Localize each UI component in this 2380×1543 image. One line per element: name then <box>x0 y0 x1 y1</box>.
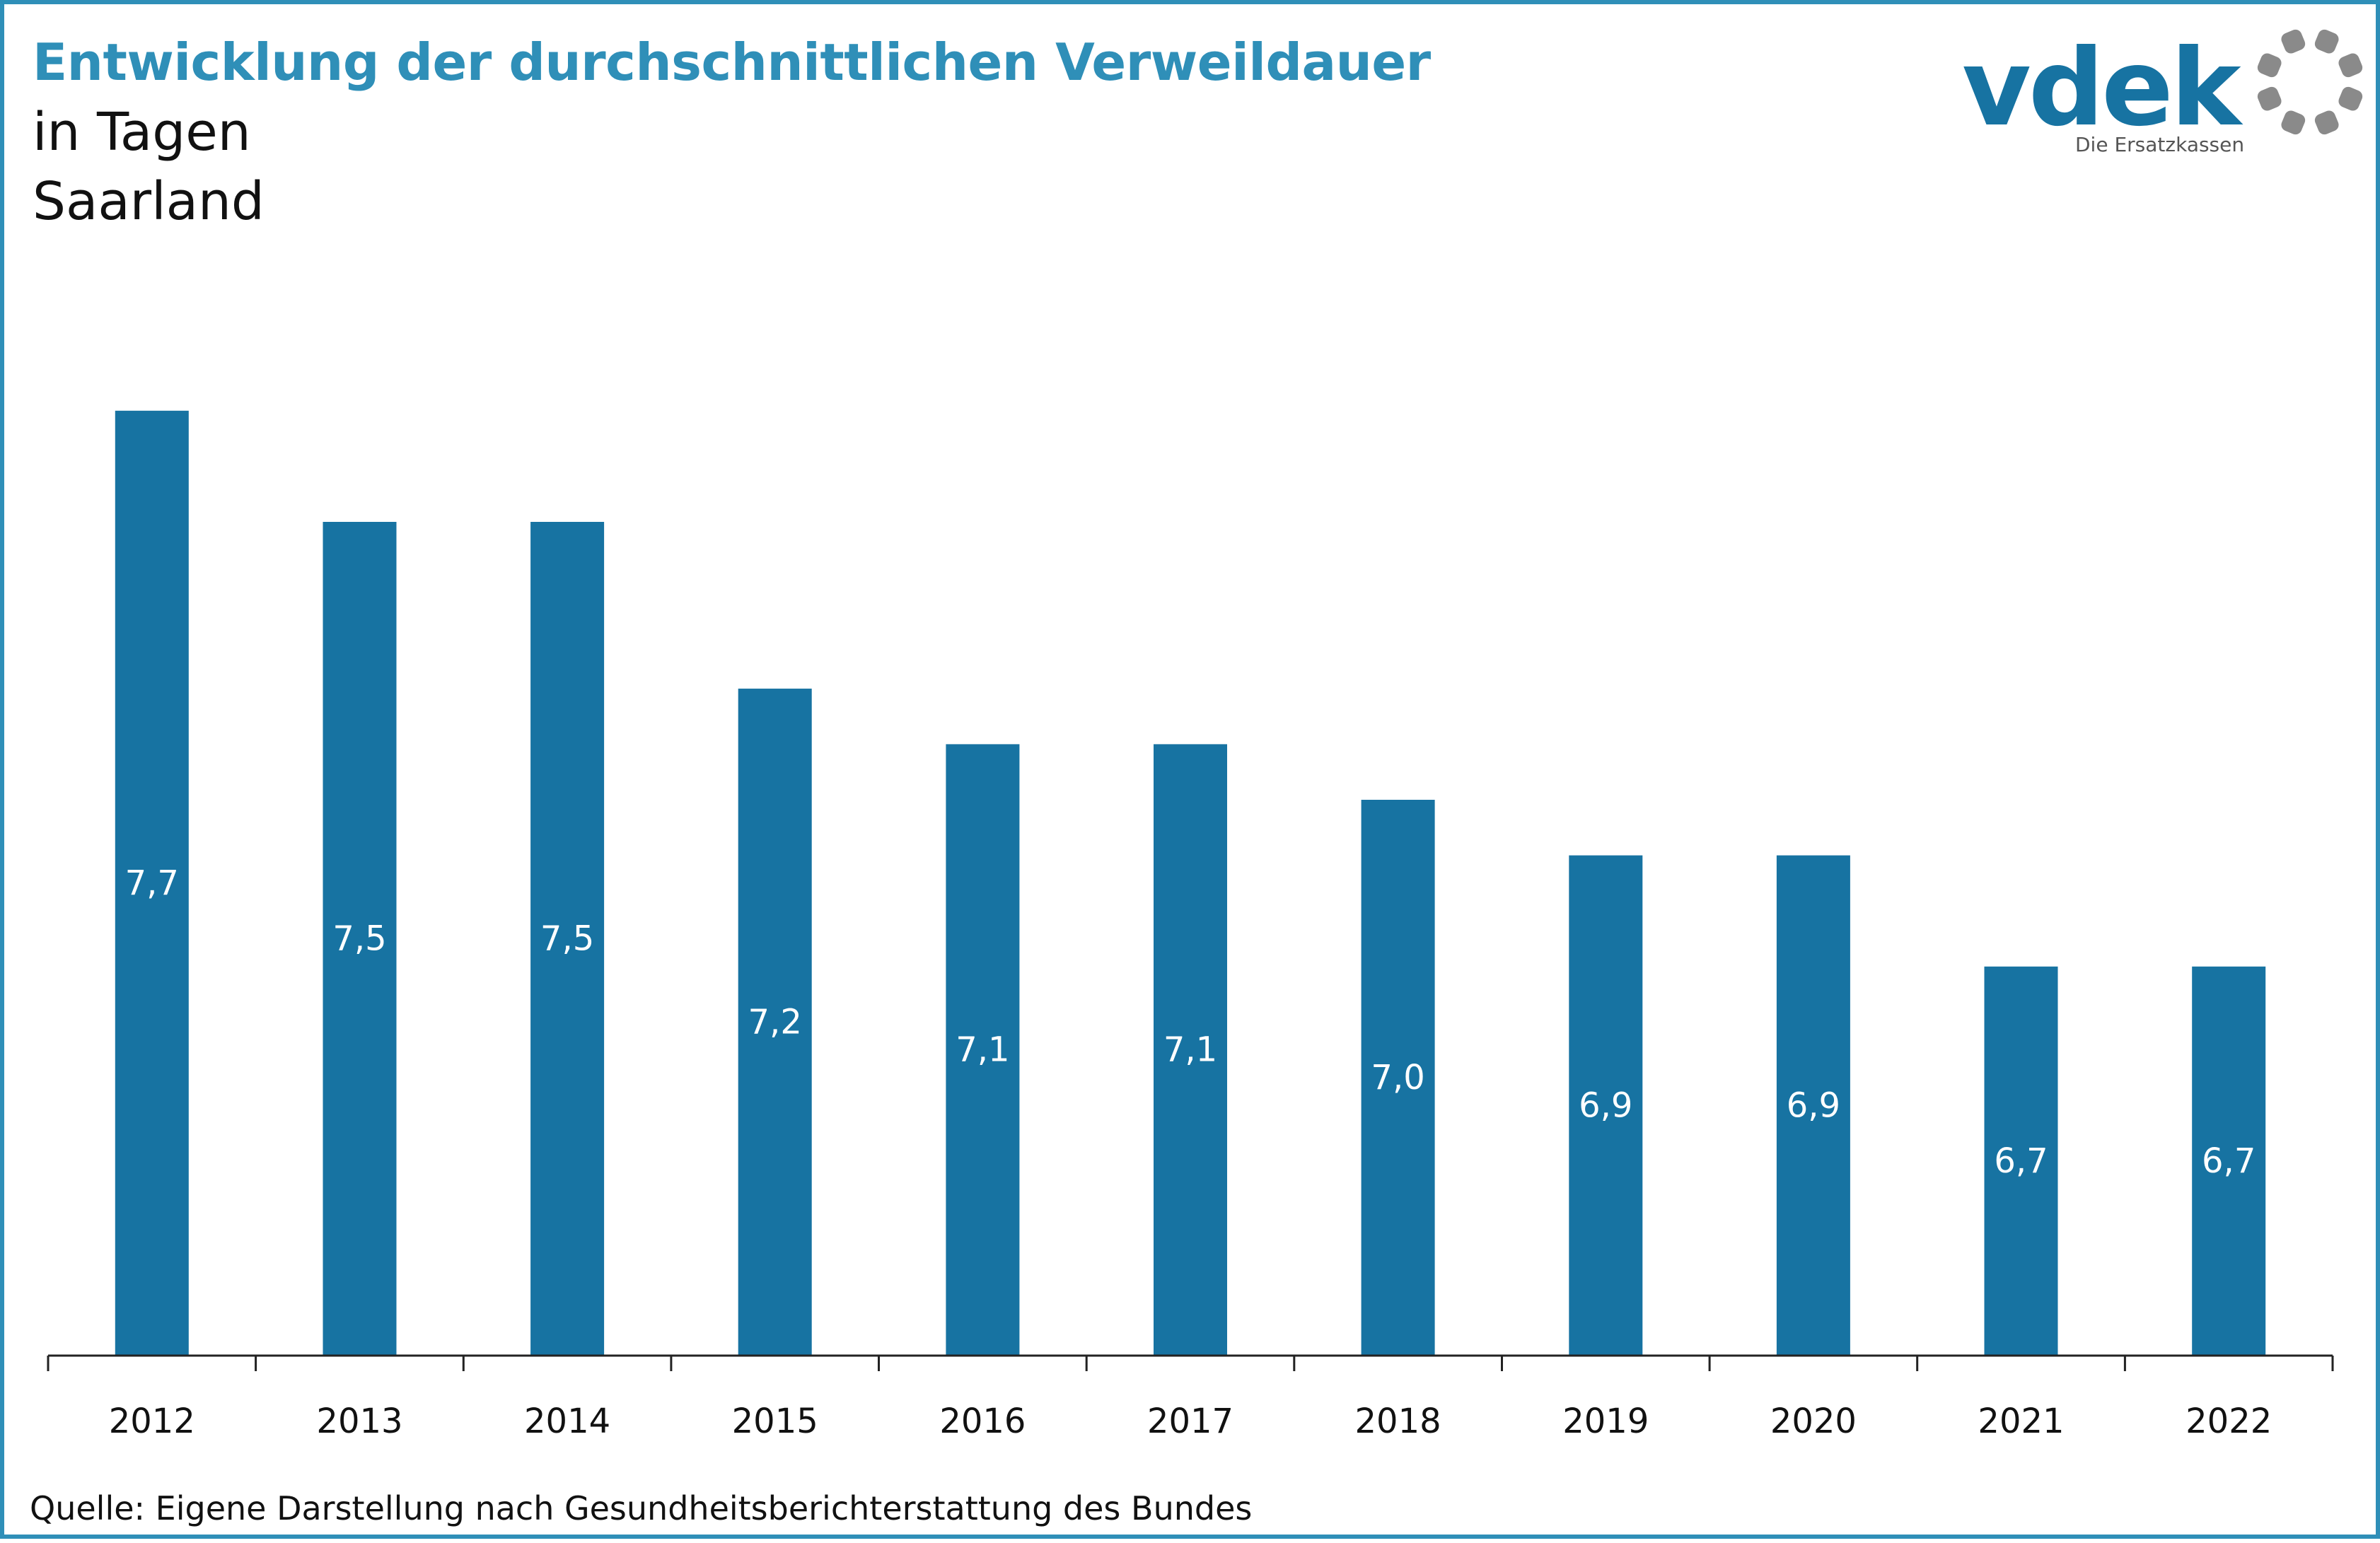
data-label-2012: 7,7 <box>125 863 179 903</box>
source-note: Quelle: Eigene Darstellung nach Gesundhe… <box>30 1489 1253 1527</box>
logo-dot <box>2257 53 2282 78</box>
vdek-logo: vdek Die Ersatzkassen <box>1962 27 2363 156</box>
x-tick-label-2016: 2016 <box>939 1402 1026 1441</box>
data-label-2015: 7,2 <box>748 1002 802 1042</box>
logo-dot <box>2257 86 2282 111</box>
x-tick-label-2015: 2015 <box>732 1402 818 1441</box>
bar-2019 <box>1569 855 1643 1356</box>
x-tick-label-2014: 2014 <box>524 1402 610 1441</box>
logo-dot <box>2338 86 2363 111</box>
x-tick-label-2012: 2012 <box>109 1402 195 1441</box>
data-label-2020: 6,9 <box>1787 1085 1840 1125</box>
logo-dot <box>2314 29 2339 54</box>
data-labels-group: 7,7 7,5 7,5 7,2 7,1 7,1 7,0 6,9 6,9 6,7 6,7 <box>125 863 2256 1181</box>
chart-title: Entwicklung der durchschnittlichen Verwe… <box>33 33 1431 92</box>
x-axis: 2012 2013 2014 2015 2016 2017 2018 2019 2020 2021… <box>47 1354 2334 1441</box>
logo-dot <box>2314 110 2339 135</box>
logo-tagline: Die Ersatzkassen <box>2075 133 2244 156</box>
logo-dot <box>2281 29 2306 54</box>
bar-2012 <box>115 410 189 1356</box>
bar-2018 <box>1361 800 1435 1356</box>
bar-chart: 7,77,5 7,57,27,1 7,17,06,9 6,96,7 6,7 2012 20… <box>47 410 2334 1441</box>
x-tick-label-2017: 2017 <box>1147 1402 1233 1441</box>
x-tick-label-2019: 2019 <box>1562 1402 1649 1441</box>
x-tick-label-2013: 2013 <box>316 1402 402 1441</box>
chart-subtitle-region: Saarland <box>33 171 265 232</box>
bar-2017 <box>1154 744 1227 1356</box>
bar-2021 <box>1984 966 2058 1356</box>
data-label-2021: 6,7 <box>1994 1141 2048 1181</box>
bar-2016 <box>946 744 1020 1356</box>
data-label-2017: 7,1 <box>1163 1030 1217 1070</box>
logo-wordmark: vdek <box>1962 27 2243 150</box>
data-label-2022: 6,7 <box>2202 1141 2256 1181</box>
bar-2020 <box>1776 855 1850 1356</box>
ring-of-dots-icon <box>2257 29 2363 135</box>
x-tick-label-2022: 2022 <box>2185 1402 2272 1441</box>
data-label-2014: 7,5 <box>540 919 594 959</box>
data-label-2018: 7,0 <box>1371 1058 1424 1097</box>
bars-group <box>115 410 2266 1356</box>
bar-2013 <box>323 522 397 1356</box>
x-tick-label-2018: 2018 <box>1355 1402 1441 1441</box>
chart-subtitle-unit: in Tagen <box>33 102 251 163</box>
data-label-2016: 7,1 <box>956 1030 1009 1070</box>
logo-dot <box>2281 110 2306 135</box>
x-tick-label-2021: 2021 <box>1978 1402 2064 1441</box>
bar-2015 <box>738 688 812 1356</box>
x-tick-label-2020: 2020 <box>1770 1402 1857 1441</box>
bar-2022 <box>2192 966 2266 1356</box>
data-label-2019: 6,9 <box>1579 1085 1632 1125</box>
data-label-2013: 7,5 <box>332 919 386 959</box>
bar-2014 <box>530 522 605 1356</box>
logo-dot <box>2338 53 2363 78</box>
